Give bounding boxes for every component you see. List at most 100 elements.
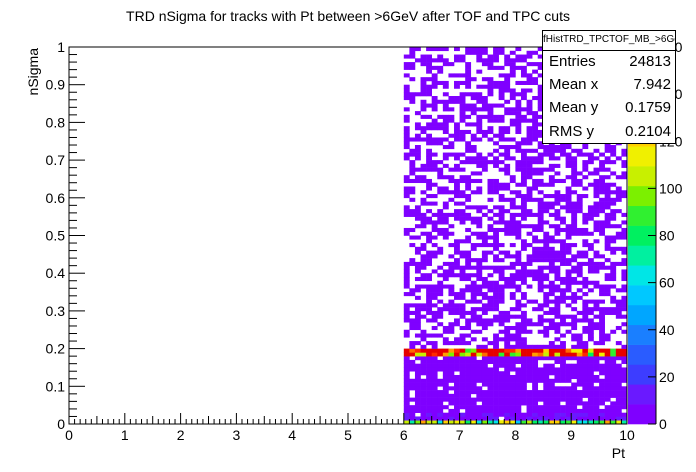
heatmap-cell	[615, 378, 622, 383]
heatmap-cell	[403, 190, 410, 195]
heatmap-cell	[526, 412, 533, 417]
heatmap-cell	[481, 371, 488, 376]
heatmap-cell	[426, 254, 432, 259]
heatmap-cell	[465, 160, 472, 165]
heatmap-cell	[571, 371, 578, 376]
heatmap-cell	[582, 374, 589, 380]
heatmap-cell	[442, 269, 449, 274]
heatmap-cell	[409, 292, 416, 297]
heatmap-cell	[526, 80, 533, 85]
heatmap-cell	[509, 137, 516, 142]
heatmap-cell	[599, 352, 605, 357]
heatmap-cell	[587, 246, 594, 251]
heatmap-cell	[504, 99, 511, 104]
heatmap-cell	[509, 197, 516, 202]
heatmap-cell	[431, 333, 438, 338]
heatmap-cell	[431, 386, 438, 391]
heatmap-cell	[431, 284, 438, 289]
heatmap-cell	[403, 359, 410, 364]
heatmap-cell	[554, 269, 561, 274]
heatmap-cell	[437, 47, 444, 52]
heatmap-cell	[582, 145, 589, 150]
heatmap-cell	[560, 367, 566, 372]
heatmap-cell	[621, 393, 628, 398]
heatmap-cell	[509, 333, 516, 338]
heatmap-cell	[498, 284, 505, 289]
heatmap-cell	[493, 103, 499, 108]
heatmap-cell	[409, 386, 416, 391]
heatmap-cell	[498, 84, 505, 89]
heatmap-cell	[610, 356, 617, 361]
heatmap-cell	[520, 54, 527, 59]
heatmap-cell	[560, 333, 566, 338]
heatmap-cell	[565, 386, 572, 391]
heatmap-cell	[487, 348, 494, 353]
heatmap-cell	[403, 186, 410, 191]
heatmap-cell	[509, 122, 516, 127]
heatmap-cell	[604, 175, 611, 180]
heatmap-cell	[504, 80, 511, 85]
heatmap-cell	[476, 329, 483, 334]
heatmap-cell	[604, 352, 611, 357]
heatmap-cell	[459, 73, 466, 78]
heatmap-cell	[515, 231, 522, 236]
heatmap-cell	[454, 47, 460, 52]
heatmap-cell	[582, 243, 589, 248]
heatmap-cell	[493, 54, 499, 59]
heatmap-cell	[571, 397, 578, 402]
heatmap-cell	[537, 344, 544, 349]
heatmap-cell	[431, 103, 438, 108]
heatmap-cell	[426, 405, 432, 410]
heatmap-cell	[504, 186, 511, 191]
heatmap-cell	[565, 348, 572, 353]
heatmap-cell	[537, 280, 544, 285]
heatmap-cell	[599, 284, 605, 289]
heatmap-cell	[604, 160, 611, 165]
heatmap-cell	[526, 194, 533, 199]
heatmap-cell	[582, 318, 589, 323]
heatmap-cell	[515, 405, 522, 410]
heatmap-cell	[520, 137, 527, 142]
heatmap-cell	[465, 374, 472, 380]
heatmap-cell	[554, 367, 561, 372]
heatmap-cell	[498, 126, 505, 131]
heatmap-cell	[476, 84, 483, 89]
heatmap-cell	[498, 145, 505, 150]
heatmap-cell	[576, 318, 583, 323]
heatmap-cell	[604, 405, 611, 410]
heatmap-cell	[420, 412, 427, 417]
heatmap-cell	[504, 284, 511, 289]
heatmap-cell	[476, 47, 483, 52]
heatmap-cell	[448, 254, 455, 259]
heatmap-cell	[526, 344, 533, 349]
heatmap-cell	[571, 367, 578, 372]
heatmap-cell	[509, 261, 516, 266]
heatmap-cell	[599, 416, 605, 421]
heatmap-cell	[610, 246, 617, 251]
heatmap-cell	[465, 333, 472, 338]
heatmap-cell	[403, 92, 410, 97]
heatmap-cell	[515, 273, 522, 278]
heatmap-cell	[442, 92, 449, 97]
heatmap-cell	[476, 397, 483, 402]
heatmap-cell	[587, 374, 594, 380]
heatmap-cell	[448, 363, 455, 368]
heatmap-cell	[515, 284, 522, 289]
heatmap-cell	[599, 341, 605, 346]
heatmap-cell	[593, 416, 600, 421]
heatmap-cell	[548, 386, 555, 391]
heatmap-cell	[420, 84, 427, 89]
heatmap-cell	[604, 148, 611, 153]
heatmap-cell	[593, 390, 600, 395]
heatmap-cell	[571, 374, 578, 380]
heatmap-cell	[426, 58, 432, 63]
heatmap-cell	[442, 325, 449, 331]
heatmap-cell	[459, 111, 466, 116]
heatmap-cell	[532, 156, 539, 161]
heatmap-cell	[532, 148, 539, 153]
heatmap-cell	[610, 412, 617, 417]
heatmap-cell	[470, 329, 477, 334]
heatmap-cell	[587, 216, 594, 221]
heatmap-cell	[498, 288, 505, 293]
heatmap-cell	[420, 62, 427, 67]
